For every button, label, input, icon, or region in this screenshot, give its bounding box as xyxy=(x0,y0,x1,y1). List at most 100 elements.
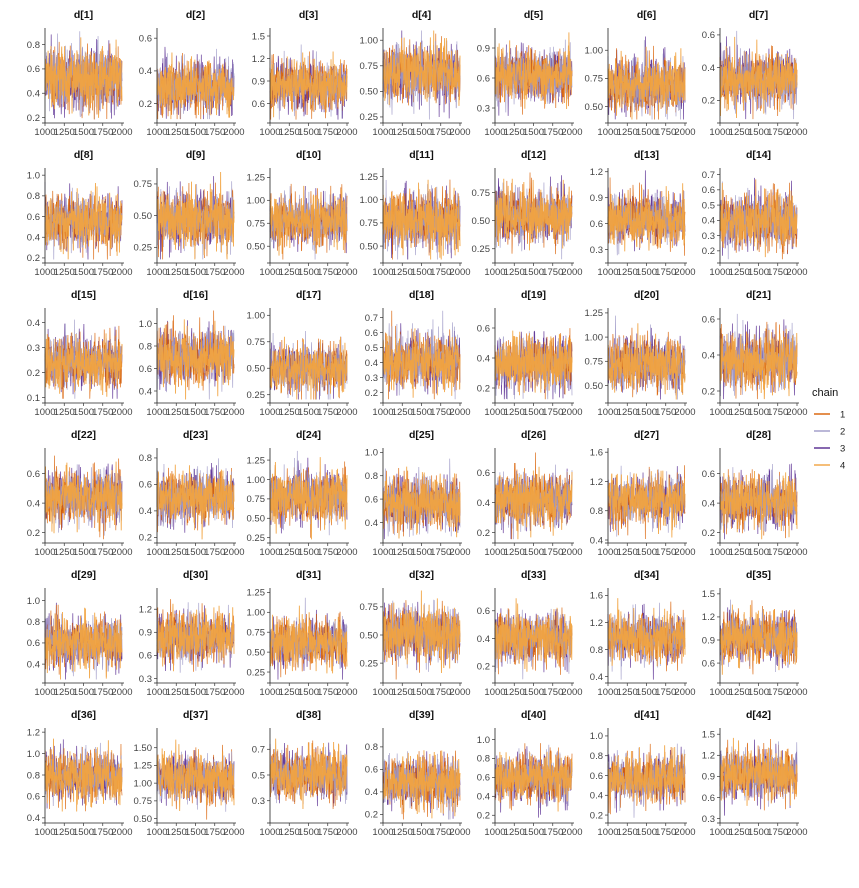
x-tick-label: 1750 xyxy=(655,547,676,558)
series-line-chain-4 xyxy=(494,32,573,109)
y-tick-label: 0.4 xyxy=(477,498,490,509)
trace-panel: d[31] 0.25 0.50 0.75 1.00 1.25 100012501500175… xyxy=(247,569,358,698)
x-tick-label: 1000 xyxy=(484,827,505,838)
series-line-chain-4 xyxy=(719,36,798,118)
y-tick-label: 0.8 xyxy=(27,770,40,781)
x-tick-label: 2000 xyxy=(111,267,132,278)
y-tick-label: 0.6 xyxy=(477,73,490,84)
panel-title: d[21] xyxy=(746,289,771,301)
y-tick-label: 1.5 xyxy=(702,730,715,741)
y-tick-label: 0.4 xyxy=(365,518,378,529)
x-tick-label: 1750 xyxy=(317,827,338,838)
y-tick-label: 0.4 xyxy=(365,787,378,798)
x-tick-label: 1750 xyxy=(317,127,338,138)
x-tick-label: 1500 xyxy=(748,547,769,558)
y-tick-label: 0.8 xyxy=(477,754,490,765)
x-tick-label: 1250 xyxy=(54,407,75,418)
y-tick-label: 0.4 xyxy=(27,233,40,244)
x-tick-label: 1000 xyxy=(372,267,393,278)
y-tick-label: 0.3 xyxy=(27,343,40,354)
x-tick-label: 1000 xyxy=(597,827,618,838)
y-tick-label: 0.5 xyxy=(365,343,378,354)
panel-title: d[28] xyxy=(746,429,771,441)
x-tick-label: 1750 xyxy=(204,547,225,558)
series-line-chain-4 xyxy=(607,598,686,667)
x-tick-label: 1000 xyxy=(484,267,505,278)
x-tick-label: 1750 xyxy=(92,547,113,558)
y-tick-label: 0.50 xyxy=(360,87,379,98)
x-tick-label: 1750 xyxy=(430,267,451,278)
x-tick-label: 2000 xyxy=(786,827,807,838)
y-tick-label: 0.50 xyxy=(585,381,604,392)
y-tick-label: 0.6 xyxy=(702,469,715,480)
legend-entry: 3 xyxy=(814,444,845,455)
x-tick-label: 1000 xyxy=(259,547,280,558)
y-tick-label: 0.25 xyxy=(134,243,153,254)
x-tick-label: 1250 xyxy=(504,407,525,418)
y-tick-label: 0.4 xyxy=(477,792,490,803)
trace-lines xyxy=(719,599,798,675)
x-tick-label: 1500 xyxy=(298,267,319,278)
y-tick-label: 0.4 xyxy=(27,498,40,509)
x-tick-label: 1500 xyxy=(298,127,319,138)
legend-label: 3 xyxy=(840,444,845,455)
x-tick-label: 1500 xyxy=(523,127,544,138)
x-tick-label: 1250 xyxy=(54,687,75,698)
trace-lines xyxy=(382,458,461,540)
y-tick-label: 0.4 xyxy=(27,659,40,670)
panel-title: d[32] xyxy=(409,569,434,581)
trace-lines xyxy=(607,36,686,120)
y-tick-label: 0.50 xyxy=(134,814,153,825)
y-tick-label: 1.2 xyxy=(27,727,40,738)
y-tick-label: 0.3 xyxy=(365,373,378,384)
y-tick-label: 0.3 xyxy=(702,814,715,825)
series-line-chain-4 xyxy=(607,323,686,400)
panel-title: d[33] xyxy=(521,569,546,581)
x-tick-label: 1250 xyxy=(504,127,525,138)
y-tick-label: 1.50 xyxy=(134,743,153,754)
y-tick-label: 1.00 xyxy=(360,195,379,206)
x-tick-label: 1750 xyxy=(542,267,563,278)
x-tick-label: 1750 xyxy=(92,827,113,838)
panel-title: d[4] xyxy=(412,9,431,21)
x-tick-label: 2000 xyxy=(786,127,807,138)
x-tick-label: 1500 xyxy=(185,267,206,278)
trace-lines xyxy=(269,330,348,400)
y-tick-label: 0.9 xyxy=(702,635,715,646)
x-tick-label: 2000 xyxy=(336,407,357,418)
trace-lines xyxy=(44,319,123,399)
series-line-chain-4 xyxy=(269,185,348,256)
trace-lines xyxy=(494,452,573,540)
y-tick-label: 0.2 xyxy=(139,99,152,110)
y-tick-label: 0.25 xyxy=(247,533,266,544)
x-tick-label: 1750 xyxy=(92,407,113,418)
y-tick-label: 0.4 xyxy=(139,506,152,517)
x-tick-label: 1750 xyxy=(317,407,338,418)
x-tick-label: 2000 xyxy=(674,687,695,698)
x-tick-label: 1750 xyxy=(767,407,788,418)
y-tick-label: 1.25 xyxy=(134,761,153,772)
x-tick-label: 2000 xyxy=(561,547,582,558)
trace-lines xyxy=(382,30,461,120)
x-tick-label: 1250 xyxy=(617,547,638,558)
y-tick-label: 0.5 xyxy=(702,200,715,211)
y-tick-label: 0.7 xyxy=(365,313,378,324)
y-tick-label: 0.2 xyxy=(365,388,378,399)
x-tick-label: 1000 xyxy=(146,547,167,558)
y-tick-label: 0.75 xyxy=(585,74,604,85)
y-tick-label: 1.00 xyxy=(247,608,266,619)
series-line-chain-2 xyxy=(494,744,573,809)
trace-lines xyxy=(44,31,123,120)
